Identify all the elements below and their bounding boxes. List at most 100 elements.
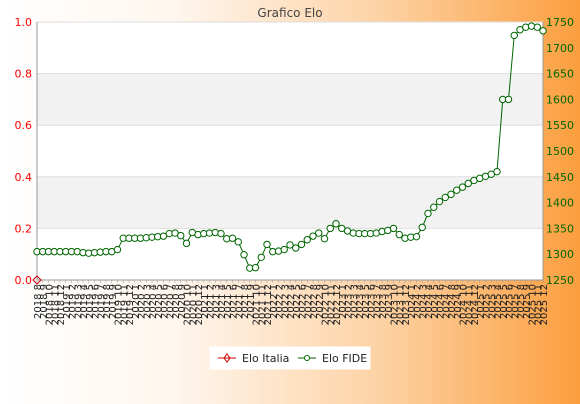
x-tick-label: 2024 10 bbox=[459, 284, 470, 325]
data-point bbox=[234, 238, 242, 246]
data-point bbox=[326, 224, 334, 233]
right-axis: 1250 1300 1350 1400 1450 1500 1550 1600 1650 1700… bbox=[546, 16, 574, 287]
left-tick-label: 0.8 bbox=[15, 68, 33, 81]
x-tick-label: 2022 8 bbox=[309, 284, 320, 319]
x-tick-label: 2024 11 bbox=[464, 284, 475, 325]
right-tick-label: 1450 bbox=[546, 171, 574, 184]
data-point bbox=[539, 27, 547, 35]
x-tick-label: 2022 11 bbox=[326, 284, 337, 325]
x-tick-label: 2023 6 bbox=[367, 284, 378, 319]
x-tick-label: 2022 12 bbox=[332, 284, 343, 325]
right-tick-label: 1700 bbox=[546, 42, 574, 55]
x-tick-label: 2021 11 bbox=[257, 284, 268, 325]
data-point bbox=[251, 263, 260, 272]
data-point bbox=[533, 23, 541, 31]
data-point bbox=[430, 203, 438, 211]
x-tick-label: 2022 2 bbox=[275, 284, 286, 319]
x-tick-label: 2024 1 bbox=[407, 284, 418, 319]
data-point bbox=[424, 209, 432, 218]
x-tick-label: 2021 1 bbox=[200, 284, 211, 319]
x-tick-label: 2025 8 bbox=[516, 284, 527, 319]
x-tick-label: 2025 6 bbox=[505, 284, 516, 319]
x-tick-label: 2019 3 bbox=[73, 284, 84, 319]
x-tick-label: 2020 10 bbox=[183, 284, 194, 325]
right-tick-label: 1650 bbox=[546, 68, 574, 81]
legend-label: Elo Italia bbox=[242, 352, 289, 365]
data-point bbox=[435, 197, 444, 206]
right-tick-label: 1550 bbox=[546, 119, 574, 132]
chart-title: Grafico Elo bbox=[257, 6, 322, 20]
x-tick-label: 2025 9 bbox=[522, 284, 533, 319]
x-tick-label: 2022 5 bbox=[292, 284, 303, 319]
x-tick-label: 2021 4 bbox=[217, 284, 228, 319]
x-tick-label: 2023 11 bbox=[395, 284, 406, 325]
x-tick-label: 2020 4 bbox=[148, 284, 159, 319]
data-point bbox=[113, 245, 122, 254]
x-tick-label: 2021 8 bbox=[240, 284, 251, 319]
x-tick-label: 2019 1 bbox=[62, 284, 73, 319]
x-tick-label: 2025 10 bbox=[528, 284, 539, 325]
x-tick-label: 2023 9 bbox=[384, 284, 395, 319]
x-tick-label: 2025 2 bbox=[482, 284, 493, 319]
x-tick-label: 2024 9 bbox=[453, 284, 464, 319]
x-tick-label: 2020 2 bbox=[137, 284, 148, 319]
data-point bbox=[418, 223, 426, 232]
data-point bbox=[315, 229, 323, 237]
x-tick-label: 2022 10 bbox=[321, 284, 332, 325]
x-tick-label: 2022 6 bbox=[298, 284, 309, 319]
x-tick-label: 2023 1 bbox=[338, 284, 349, 319]
data-point bbox=[458, 183, 467, 191]
x-tick-label: 2024 2 bbox=[413, 284, 424, 319]
x-tick-label: 2025 4 bbox=[493, 284, 504, 319]
data-point bbox=[177, 231, 185, 240]
x-tick-label: 2020 7 bbox=[165, 284, 176, 319]
right-tick-label: 1300 bbox=[546, 248, 574, 261]
data-point bbox=[217, 229, 225, 238]
data-point bbox=[257, 253, 265, 261]
plot-band bbox=[37, 73, 543, 126]
data-point bbox=[303, 236, 311, 244]
right-tick-label: 1400 bbox=[546, 197, 574, 210]
x-tick-label: 2023 4 bbox=[355, 284, 366, 319]
data-point bbox=[297, 240, 306, 249]
right-tick-label: 1350 bbox=[546, 222, 574, 235]
x-tick-label: 2019 10 bbox=[114, 284, 125, 325]
data-point bbox=[389, 224, 398, 233]
x-tick-label: 2024 7 bbox=[441, 284, 452, 319]
legend-marker bbox=[304, 355, 310, 361]
x-tick-label: 2020 3 bbox=[142, 284, 153, 319]
x-tick-label: 2021 7 bbox=[234, 284, 245, 319]
x-tick-label: 2024 6 bbox=[436, 284, 447, 319]
x-tick-label: 2020 8 bbox=[171, 284, 182, 319]
data-point bbox=[309, 232, 317, 240]
x-tick-label: 2019 8 bbox=[102, 284, 113, 319]
x-tick-label: 2023 7 bbox=[372, 284, 383, 319]
data-point bbox=[263, 240, 271, 249]
plot-band bbox=[37, 176, 543, 229]
x-tick-label: 2019 6 bbox=[91, 284, 102, 319]
data-point bbox=[464, 179, 472, 188]
data-point bbox=[493, 167, 501, 176]
data-point bbox=[320, 235, 329, 243]
x-tick-label: 2018 9 bbox=[39, 284, 50, 319]
x-tick-label: 2021 6 bbox=[229, 284, 240, 319]
x-tick-label: 2020 1 bbox=[131, 284, 142, 319]
x-tick-label: 2019 12 bbox=[125, 284, 136, 325]
x-tick-label: 2021 10 bbox=[252, 284, 263, 325]
x-tick-label: 2023 3 bbox=[349, 284, 360, 319]
data-point bbox=[412, 232, 421, 241]
x-tick-label: 2022 9 bbox=[315, 284, 326, 319]
x-tick-label: 2018 8 bbox=[33, 284, 44, 319]
x-tick-label: 2024 3 bbox=[418, 284, 429, 319]
x-tick-label: 2018 12 bbox=[56, 284, 67, 325]
x-tick-label: 2018 10 bbox=[45, 284, 56, 325]
plot-band bbox=[37, 125, 543, 177]
left-tick-label: 1.0 bbox=[15, 16, 33, 29]
data-point bbox=[510, 31, 518, 40]
x-tick-label: 2022 1 bbox=[269, 284, 280, 319]
x-tick-label: 2020 12 bbox=[194, 284, 205, 325]
left-tick-label: 0.0 bbox=[15, 274, 33, 287]
x-tick-label: 2020 5 bbox=[154, 284, 165, 319]
